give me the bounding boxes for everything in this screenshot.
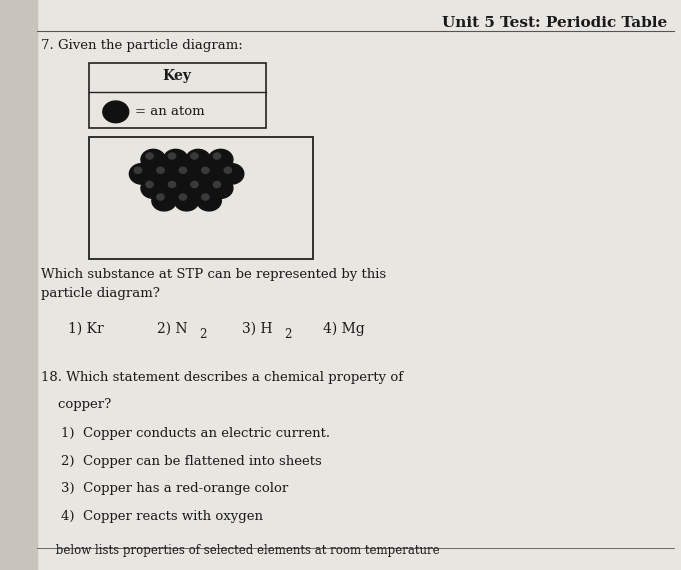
Circle shape — [174, 164, 199, 184]
Text: Unit 5 Test: Periodic Table: Unit 5 Test: Periodic Table — [442, 16, 667, 30]
Circle shape — [174, 190, 199, 211]
Circle shape — [163, 149, 188, 170]
Circle shape — [163, 178, 188, 198]
Circle shape — [141, 178, 165, 198]
Circle shape — [197, 190, 221, 211]
Circle shape — [197, 164, 221, 184]
Text: 18. Which statement describes a chemical property of: 18. Which statement describes a chemical… — [41, 370, 403, 384]
Text: 7. Given the particle diagram:: 7. Given the particle diagram: — [41, 39, 242, 52]
Circle shape — [202, 167, 209, 173]
Circle shape — [168, 181, 176, 188]
Text: 2)  Copper can be flattened into sheets: 2) Copper can be flattened into sheets — [61, 455, 322, 468]
Circle shape — [157, 194, 164, 200]
Text: Key: Key — [163, 69, 191, 83]
Circle shape — [191, 153, 198, 159]
Circle shape — [179, 167, 187, 173]
Circle shape — [152, 164, 176, 184]
Circle shape — [219, 164, 244, 184]
Circle shape — [208, 178, 233, 198]
Circle shape — [134, 167, 142, 173]
Text: 2) N: 2) N — [157, 322, 187, 336]
Circle shape — [129, 164, 154, 184]
Circle shape — [224, 167, 232, 173]
Bar — [0, 0, 37, 570]
Circle shape — [202, 194, 209, 200]
Circle shape — [179, 194, 187, 200]
Text: 1)  Copper conducts an electric current.: 1) Copper conducts an electric current. — [61, 428, 330, 441]
Text: 3) H: 3) H — [242, 322, 272, 336]
Circle shape — [186, 149, 210, 170]
Text: copper?: copper? — [41, 398, 111, 411]
Text: 2: 2 — [284, 328, 291, 341]
Circle shape — [146, 153, 153, 159]
Text: = an atom: = an atom — [135, 105, 204, 119]
Text: 3)  Copper has a red-orange color: 3) Copper has a red-orange color — [61, 482, 289, 495]
Circle shape — [103, 101, 129, 123]
Text: 4)  Copper reacts with oxygen: 4) Copper reacts with oxygen — [61, 510, 264, 523]
Text: Which substance at STP can be represented by this
particle diagram?: Which substance at STP can be represente… — [41, 268, 386, 300]
Circle shape — [213, 153, 221, 159]
Circle shape — [168, 153, 176, 159]
Circle shape — [157, 167, 164, 173]
Circle shape — [152, 190, 176, 211]
Text: below lists properties of selected elements at room temperature: below lists properties of selected eleme… — [37, 544, 440, 557]
Circle shape — [186, 178, 210, 198]
Circle shape — [146, 181, 153, 188]
Circle shape — [141, 149, 165, 170]
Bar — [89, 137, 313, 259]
Circle shape — [191, 181, 198, 188]
Circle shape — [213, 181, 221, 188]
Text: 2: 2 — [200, 328, 207, 341]
Text: 1) Kr: 1) Kr — [68, 322, 104, 336]
Circle shape — [208, 149, 233, 170]
Text: 4) Mg: 4) Mg — [323, 322, 365, 336]
Bar — [89, 63, 266, 128]
